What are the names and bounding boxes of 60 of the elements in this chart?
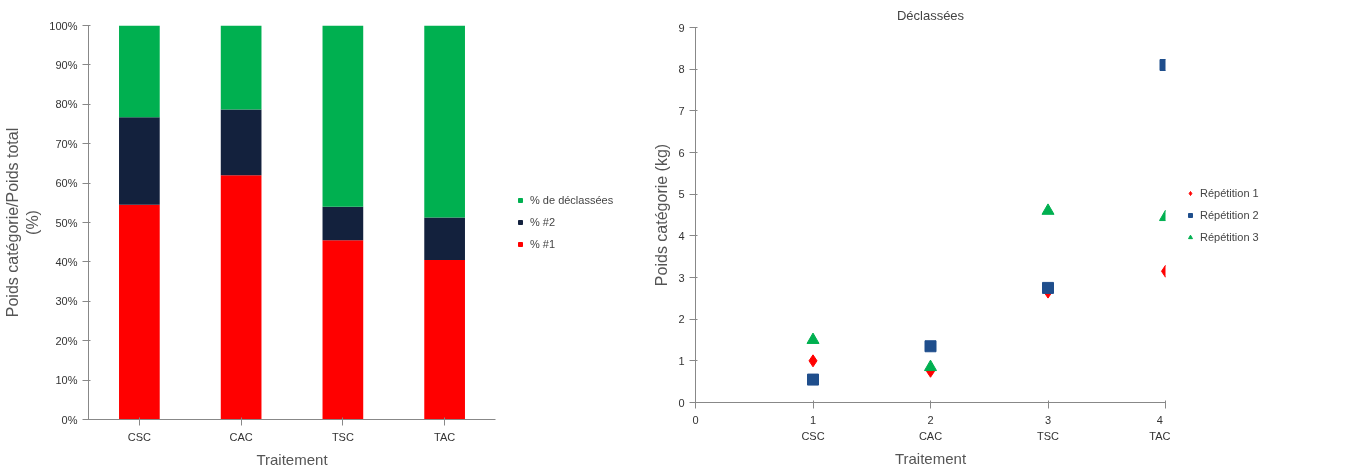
bar [322, 240, 364, 420]
y-tick-label: 5 [678, 188, 685, 201]
legend-label: Répétition 3 [1200, 230, 1259, 243]
point [924, 359, 937, 372]
point [808, 354, 818, 368]
x-axis-title: Traitement [894, 450, 967, 468]
y-tick-label: 4 [678, 229, 685, 242]
point [1041, 203, 1055, 215]
y-tick-label: 80% [55, 98, 78, 111]
bar [220, 175, 262, 420]
y-tick-label: 9 [678, 21, 685, 34]
x-tick-label: TAC [434, 430, 456, 443]
legend-label: % de déclassées [530, 194, 614, 206]
bar [119, 25, 160, 118]
x-tick-label: 3 TSC [1037, 413, 1060, 443]
chart-title: Déclassées [896, 7, 965, 23]
point [806, 332, 820, 344]
point [1042, 281, 1054, 294]
legend-label: Répétition 2 [1200, 208, 1259, 221]
y-tick-label: 0% [61, 413, 78, 426]
legend-label: % #1 [530, 238, 556, 250]
y-tick-label: 100% [49, 19, 78, 32]
y-tick-label: 0 [678, 396, 685, 409]
x-tick-label: 2 CAC [918, 413, 943, 443]
bar [424, 259, 465, 420]
x-tick-label: CAC [229, 430, 253, 443]
x-tick-label: 4 TAC [1149, 413, 1171, 443]
legend-label: Répétition 1 [1200, 186, 1259, 199]
y-tick-label: 70% [55, 137, 78, 150]
y-tick-label: 8 [678, 63, 685, 76]
x-tick-label: CSC [127, 430, 152, 443]
bar [424, 217, 465, 260]
y-axis-title: Poids catégorie (kg) [653, 143, 671, 287]
y-tick-label: 90% [55, 58, 78, 71]
bar [322, 206, 364, 241]
point [924, 340, 937, 353]
y-tick-label: 40% [55, 255, 78, 268]
bar [322, 25, 364, 207]
x-tick-label: TSC [331, 430, 354, 443]
legend-label: % #2 [530, 216, 556, 228]
x-tick-label: 1 CSC [801, 413, 825, 443]
bar [220, 109, 262, 176]
point [807, 373, 819, 386]
x-tick-label: 0 [692, 413, 699, 426]
y-tick-label: 30% [55, 295, 78, 308]
bar [424, 25, 465, 218]
y-tick-label: 1 [678, 354, 685, 367]
y-tick-label: 7 [678, 104, 685, 117]
y-tick-label: 10% [55, 374, 78, 387]
y-axis-title: Poids catégorie/Poids total (%) [3, 127, 42, 318]
y-tick-label: 60% [55, 177, 78, 190]
x-axis-title: Traitement [256, 450, 329, 468]
y-tick-label: 20% [55, 334, 78, 347]
bar [119, 117, 160, 205]
bar [220, 25, 262, 110]
y-tick-label: 50% [55, 216, 78, 229]
y-tick-label: 2 [678, 313, 685, 326]
y-tick-label: 3 [678, 271, 685, 284]
bar [119, 204, 160, 420]
y-tick-label: 6 [678, 146, 685, 159]
